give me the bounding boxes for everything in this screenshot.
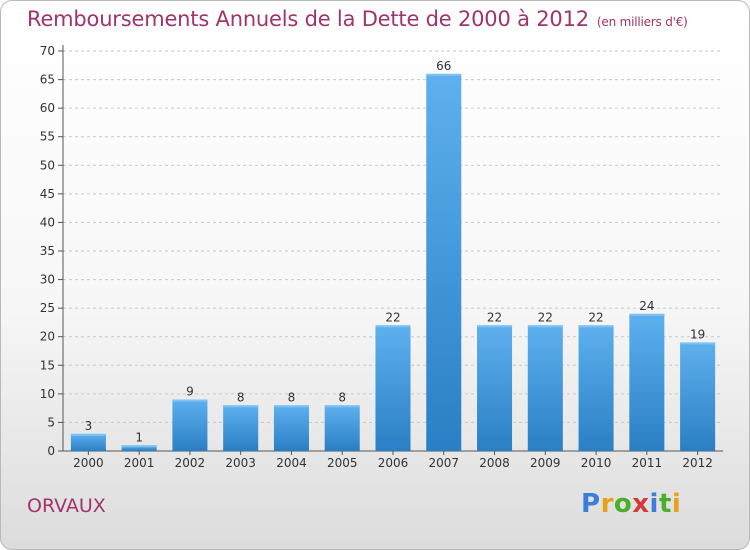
logo-letter: o xyxy=(613,489,633,519)
bar-2003 xyxy=(223,405,259,451)
logo-letter: x xyxy=(632,489,650,519)
y-tick-label: 45 xyxy=(40,187,55,201)
y-tick-label: 55 xyxy=(40,130,55,144)
y-tick-label: 20 xyxy=(40,330,55,344)
bar-highlight xyxy=(578,325,614,328)
bar-highlight xyxy=(375,325,411,328)
logo-letter: i xyxy=(671,489,682,519)
x-tick-label-2008: 2008 xyxy=(479,456,510,470)
bar-highlight xyxy=(324,405,360,408)
data-label-2007: 66 xyxy=(436,59,451,73)
y-tick-label: 15 xyxy=(40,358,55,372)
bar-2002 xyxy=(172,399,208,451)
bar-2010 xyxy=(578,325,614,451)
data-label-2006: 22 xyxy=(385,310,400,324)
data-label-2005: 8 xyxy=(338,390,346,404)
bar-highlight xyxy=(273,405,309,408)
bar-highlight xyxy=(70,433,106,436)
logo-letter: P xyxy=(581,489,601,519)
y-tick-label: 70 xyxy=(40,44,55,58)
bar-highlight xyxy=(223,405,259,408)
y-tick-label: 0 xyxy=(47,444,55,458)
chart-title: Remboursements Annuels de la Dette de 20… xyxy=(27,7,688,31)
x-tick-label-2000: 2000 xyxy=(73,456,104,470)
data-label-2004: 8 xyxy=(288,390,296,404)
y-tick-label: 5 xyxy=(47,415,55,429)
bar-highlight xyxy=(426,73,462,76)
y-tick-label: 30 xyxy=(40,273,55,287)
bar-2004 xyxy=(273,405,309,451)
y-tick-label: 25 xyxy=(40,301,55,315)
bar-2006 xyxy=(375,325,411,451)
proxiti-logo: Proxiti xyxy=(581,489,681,519)
data-label-2008: 22 xyxy=(487,310,502,324)
data-label-2002: 9 xyxy=(186,385,194,399)
y-tick-label: 60 xyxy=(40,101,55,115)
data-label-2009: 22 xyxy=(538,310,553,324)
bar-2000 xyxy=(70,433,106,451)
y-tick-label: 65 xyxy=(40,73,55,87)
x-tick-label-2003: 2003 xyxy=(225,456,256,470)
place-name: ORVAUX xyxy=(27,495,106,517)
bar-2011 xyxy=(629,313,665,451)
y-tick-label: 40 xyxy=(40,215,55,229)
x-tick-label-2007: 2007 xyxy=(428,456,459,470)
x-tick-label-2011: 2011 xyxy=(632,456,663,470)
data-label-2012: 19 xyxy=(690,327,705,341)
x-tick-label-2010: 2010 xyxy=(581,456,612,470)
chart-unit-text: (en milliers d'€) xyxy=(596,15,688,29)
x-tick-label-2002: 2002 xyxy=(175,456,206,470)
y-tick-label: 35 xyxy=(40,244,55,258)
y-tick-label: 50 xyxy=(40,158,55,172)
data-label-2000: 3 xyxy=(85,419,93,433)
bar-2012 xyxy=(680,342,716,451)
chart-title-text: Remboursements Annuels de la Dette de 20… xyxy=(27,7,589,31)
bar-highlight xyxy=(680,342,716,345)
x-tick-label-2009: 2009 xyxy=(530,456,561,470)
bar-highlight xyxy=(172,399,208,402)
data-label-2001: 1 xyxy=(135,430,143,444)
bar-highlight xyxy=(629,313,665,316)
logo-letter: t xyxy=(658,489,672,519)
bar-highlight xyxy=(477,325,513,328)
bar-2009 xyxy=(527,325,563,451)
x-tick-label-2001: 2001 xyxy=(124,456,155,470)
x-tick-label-2012: 2012 xyxy=(682,456,713,470)
bar-highlight xyxy=(527,325,563,328)
bar-2005 xyxy=(324,405,360,451)
bar-highlight xyxy=(121,445,157,448)
logo-letter: r xyxy=(600,489,614,519)
data-label-2010: 22 xyxy=(588,310,603,324)
x-tick-label-2005: 2005 xyxy=(327,456,358,470)
x-tick-label-2004: 2004 xyxy=(276,456,307,470)
y-tick-label: 10 xyxy=(40,387,55,401)
logo-letter: i xyxy=(649,489,659,519)
bar-2001 xyxy=(121,445,157,451)
data-label-2003: 8 xyxy=(237,390,245,404)
data-label-2011: 24 xyxy=(639,299,654,313)
bar-2007 xyxy=(426,73,462,451)
x-tick-label-2006: 2006 xyxy=(378,456,409,470)
bar-2008 xyxy=(477,325,513,451)
